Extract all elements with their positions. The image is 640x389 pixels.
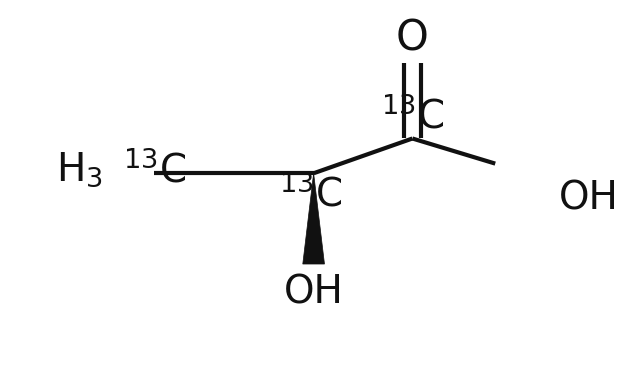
Text: H$_3$: H$_3$ — [56, 151, 102, 189]
Text: $^{13}$C: $^{13}$C — [381, 97, 444, 137]
Text: OH: OH — [284, 274, 344, 312]
Text: OH: OH — [559, 179, 619, 217]
Text: $^{13}$C: $^{13}$C — [123, 150, 186, 190]
Polygon shape — [303, 173, 324, 264]
Text: O: O — [396, 18, 429, 59]
Text: $^{13}$C: $^{13}$C — [279, 175, 342, 215]
